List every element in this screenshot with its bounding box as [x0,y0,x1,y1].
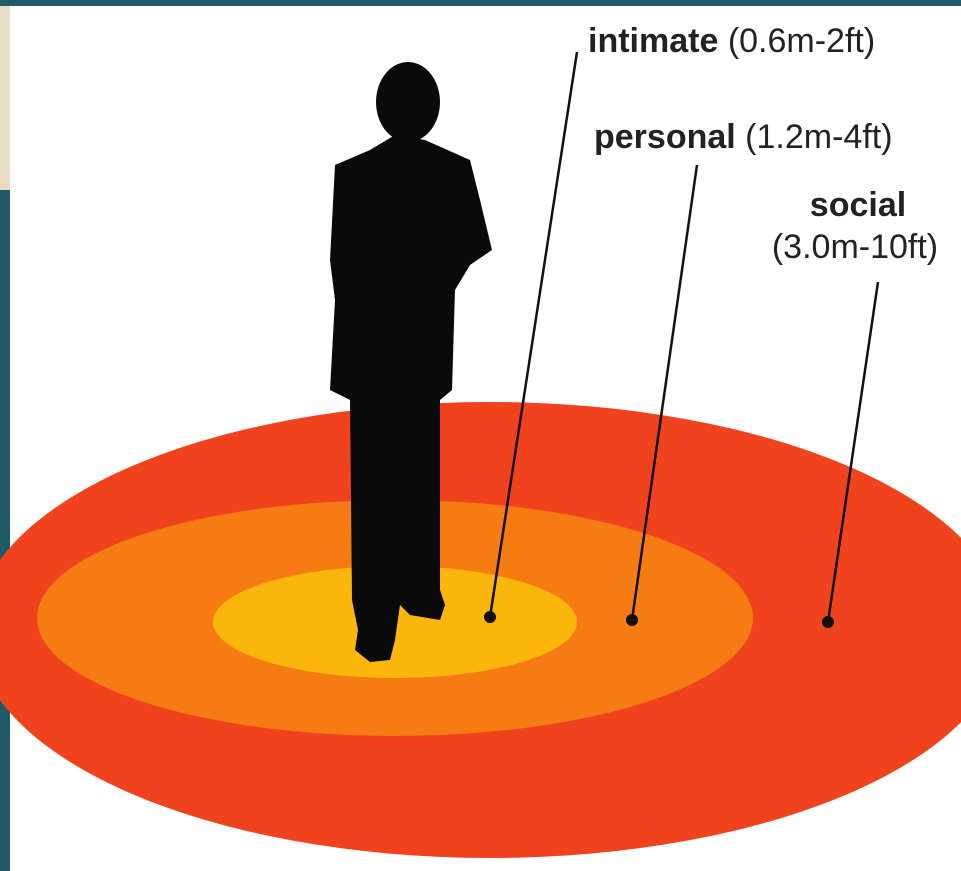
zone-name: intimate [588,22,718,60]
zone-range: (1.2m-4ft) [745,118,892,156]
top-border [0,0,961,6]
intimate-label: intimate (0.6m-2ft) [588,22,875,60]
personal-line [630,164,699,621]
social-range: (3.0m-10ft) [772,228,938,266]
zone-range: (0.6m-2ft) [728,22,875,60]
corner-patch [0,6,10,190]
personal-label: personal (1.2m-4ft) [594,118,893,156]
social-name: social [810,186,906,224]
zone-name: personal [594,118,736,156]
intimate-line [488,51,579,618]
social-dot [822,616,834,628]
leader-lines [488,51,880,623]
personal-dot [626,614,638,626]
left-border [0,0,10,871]
social-line [826,281,880,623]
person-silhouette [330,62,492,662]
intimate-dot [484,611,496,623]
